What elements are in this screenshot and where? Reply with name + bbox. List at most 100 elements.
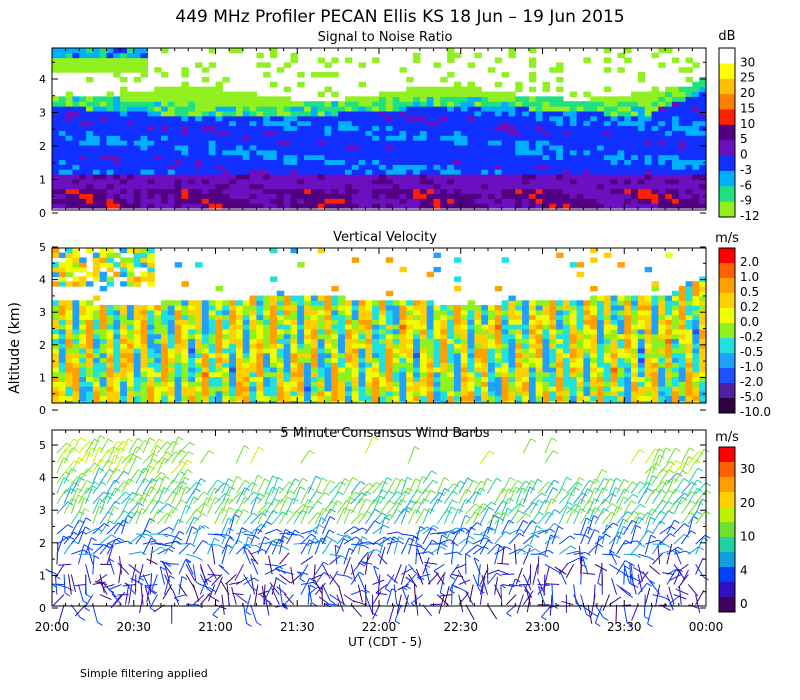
field-cell bbox=[201, 333, 210, 339]
field-cell bbox=[603, 338, 612, 344]
field-cell bbox=[351, 347, 360, 354]
field-cell bbox=[338, 295, 346, 301]
field-cell bbox=[208, 314, 217, 320]
field-cell bbox=[208, 203, 217, 209]
field-cell bbox=[290, 154, 298, 161]
field-cell bbox=[304, 366, 312, 373]
field-cell bbox=[685, 395, 693, 401]
field-cell bbox=[140, 67, 148, 73]
field-cell bbox=[372, 366, 380, 373]
field-cell bbox=[433, 154, 441, 161]
field-cell bbox=[58, 276, 67, 282]
field-cell bbox=[283, 203, 292, 209]
field-cell bbox=[174, 371, 183, 378]
field-cell bbox=[92, 333, 101, 339]
field-cell bbox=[583, 376, 591, 382]
field-cell bbox=[624, 305, 632, 311]
field-cell bbox=[310, 135, 319, 141]
field-cell bbox=[556, 314, 564, 320]
field-cell bbox=[79, 174, 87, 180]
field-cell bbox=[453, 125, 462, 131]
field-cell bbox=[658, 395, 666, 401]
field-cell bbox=[79, 305, 87, 311]
field-cell bbox=[406, 362, 414, 368]
field-cell bbox=[433, 328, 441, 335]
field-cell bbox=[147, 309, 155, 316]
field-cell bbox=[535, 169, 544, 175]
field-cell bbox=[297, 188, 305, 195]
field-cell bbox=[440, 188, 448, 195]
field-cell bbox=[120, 257, 128, 263]
field-cell bbox=[154, 159, 162, 165]
field-cell bbox=[113, 319, 121, 325]
field-cell bbox=[304, 357, 312, 363]
field-cell bbox=[188, 169, 196, 175]
field-cell bbox=[52, 362, 60, 368]
field-cell bbox=[597, 203, 605, 209]
field-cell bbox=[453, 106, 462, 112]
field-cell bbox=[270, 347, 278, 354]
field-cell bbox=[699, 300, 707, 306]
field-cell bbox=[181, 314, 189, 320]
field-cell bbox=[181, 309, 189, 316]
field-cell bbox=[113, 164, 121, 170]
field-cell bbox=[270, 140, 278, 146]
field-cell bbox=[79, 178, 87, 185]
field-cell bbox=[99, 193, 108, 199]
field-cell bbox=[624, 338, 632, 344]
field-cell bbox=[603, 120, 612, 127]
field-cell bbox=[474, 140, 482, 146]
field-cell bbox=[276, 366, 285, 373]
field-cell bbox=[72, 174, 80, 180]
field-cell bbox=[304, 324, 312, 330]
field-cell bbox=[617, 390, 625, 397]
field-cell bbox=[140, 188, 148, 195]
field-cell bbox=[699, 362, 707, 368]
field-cell bbox=[283, 324, 292, 330]
field-cell bbox=[372, 110, 380, 117]
field-cell bbox=[413, 130, 421, 136]
field-cell bbox=[556, 120, 564, 127]
field-cell bbox=[556, 300, 564, 306]
field-cell bbox=[399, 305, 407, 311]
field-cell bbox=[406, 120, 414, 127]
field-cell bbox=[453, 386, 462, 392]
field-cell bbox=[467, 120, 475, 127]
field-cell bbox=[331, 300, 339, 306]
field-cell bbox=[501, 130, 510, 136]
field-cell bbox=[256, 295, 264, 301]
field-cell bbox=[556, 309, 564, 316]
field-cell bbox=[583, 314, 591, 320]
field-cell bbox=[92, 366, 101, 373]
field-cell bbox=[685, 333, 693, 339]
field-cell bbox=[79, 347, 87, 354]
field-cell bbox=[562, 120, 571, 127]
field-cell bbox=[167, 106, 176, 112]
field-cell bbox=[72, 164, 80, 170]
field-cell bbox=[270, 309, 278, 316]
field-cell bbox=[494, 178, 503, 185]
field-cell bbox=[392, 309, 401, 316]
field-cell bbox=[522, 366, 530, 373]
field-cell bbox=[344, 390, 353, 397]
field-cell bbox=[576, 178, 584, 185]
field-cell bbox=[419, 174, 428, 180]
field-cell bbox=[617, 110, 625, 117]
colorbar-swatch bbox=[719, 201, 735, 218]
field-cell bbox=[208, 183, 217, 190]
field-cell bbox=[113, 314, 121, 320]
field-cell bbox=[215, 169, 223, 175]
field-cell bbox=[399, 174, 407, 180]
field-cell bbox=[685, 135, 693, 141]
field-cell bbox=[569, 178, 578, 185]
field-cell bbox=[65, 188, 74, 195]
field-cell bbox=[324, 183, 332, 190]
field-cell bbox=[222, 140, 230, 146]
field-cell bbox=[242, 400, 251, 404]
field-cell bbox=[453, 120, 462, 127]
field-cell bbox=[494, 140, 503, 146]
field-cell bbox=[542, 386, 550, 392]
field-cell bbox=[106, 333, 114, 339]
field-cell bbox=[120, 262, 128, 268]
field-cell bbox=[569, 183, 578, 190]
